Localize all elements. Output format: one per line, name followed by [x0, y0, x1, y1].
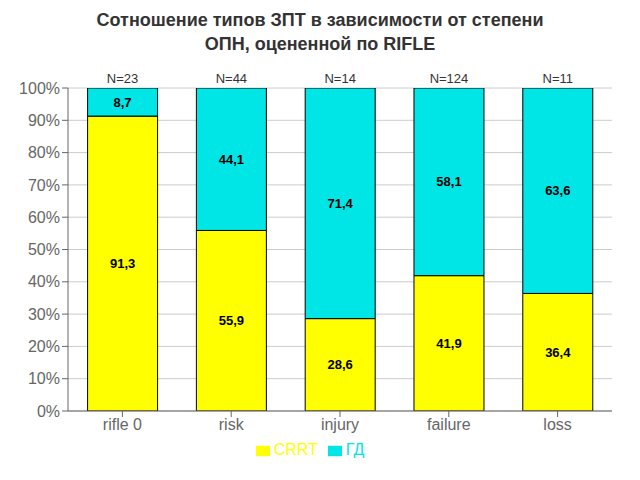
svg-text:loss: loss — [543, 416, 571, 433]
svg-text:N=124: N=124 — [430, 71, 469, 86]
svg-text:41,9: 41,9 — [436, 336, 461, 351]
svg-text:40%: 40% — [28, 273, 60, 290]
svg-text:N=14: N=14 — [324, 71, 355, 86]
svg-text:20%: 20% — [28, 338, 60, 355]
svg-text:63,6: 63,6 — [545, 183, 570, 198]
svg-text:rifle 0: rifle 0 — [103, 416, 142, 433]
html-text:CRRT: CRRT — [273, 441, 318, 458]
svg-text:71,4: 71,4 — [328, 196, 354, 211]
svg-text:injury: injury — [321, 416, 359, 433]
svg-text:N=11: N=11 — [543, 71, 573, 86]
svg-text:60%: 60% — [28, 209, 60, 226]
svg-text:90%: 90% — [28, 112, 60, 129]
svg-text:failure: failure — [427, 416, 471, 433]
svg-text:risk: risk — [219, 416, 245, 433]
svg-text:80%: 80% — [28, 144, 60, 161]
html-text:ГД: ГД — [345, 441, 365, 458]
svg-text:58,1: 58,1 — [436, 174, 461, 189]
svg-text:44,1: 44,1 — [219, 152, 244, 167]
svg-text:50%: 50% — [28, 241, 60, 258]
svg-text:30%: 30% — [28, 306, 60, 323]
svg-text:91,3: 91,3 — [110, 256, 135, 271]
svg-text:100%: 100% — [19, 80, 60, 97]
svg-text:N=23: N=23 — [107, 71, 138, 86]
svg-text:10%: 10% — [28, 370, 60, 387]
svg-text:55,9: 55,9 — [219, 313, 244, 328]
html-text:Сотношение типов ЗПТ в зависим: Сотношение типов ЗПТ в зависимости от ст… — [96, 10, 544, 54]
svg-text:70%: 70% — [28, 177, 60, 194]
svg-text:0%: 0% — [37, 403, 60, 420]
svg-text:36,4: 36,4 — [545, 345, 571, 360]
svg-text:28,6: 28,6 — [328, 357, 353, 372]
svg-text:N=44: N=44 — [216, 71, 247, 86]
svg-text:8,7: 8,7 — [114, 95, 132, 110]
